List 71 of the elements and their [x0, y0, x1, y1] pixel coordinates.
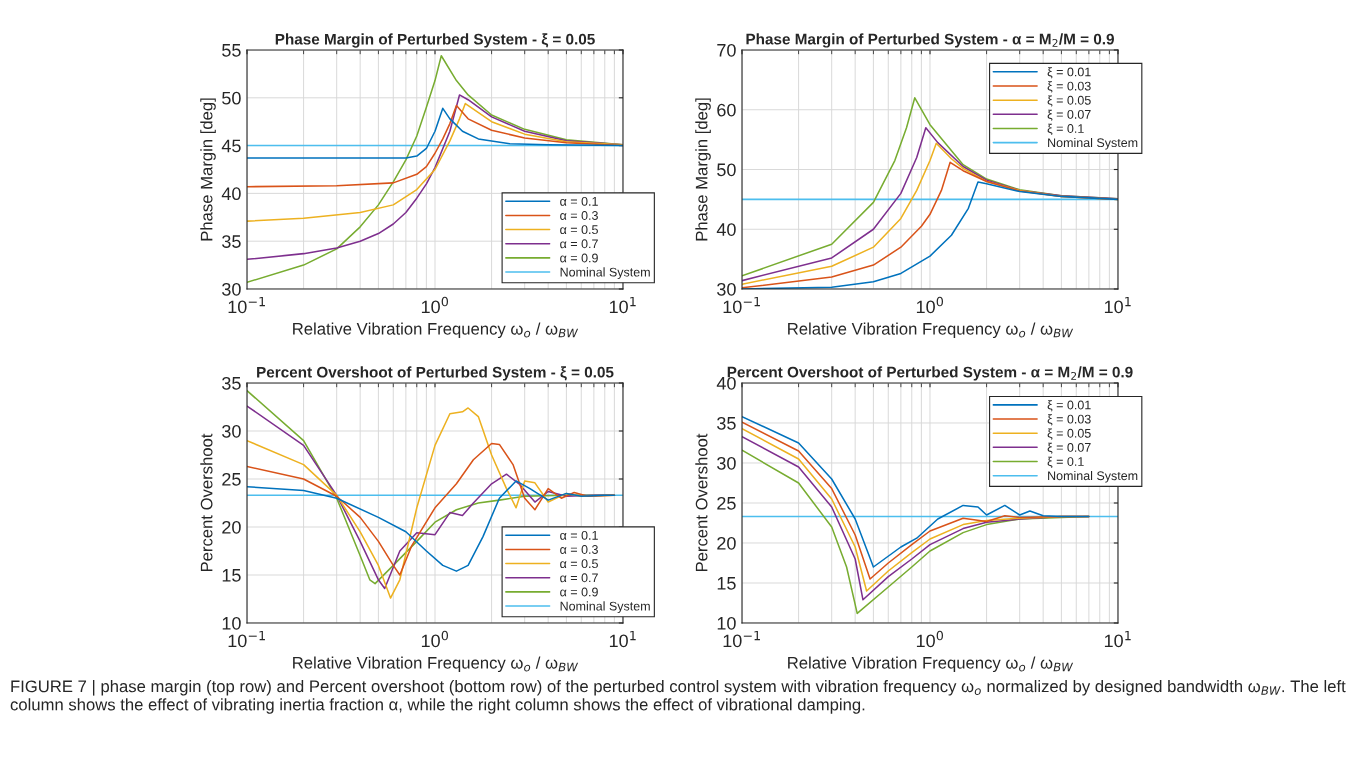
x-tick-label: 10$^{−1}$: [228, 296, 265, 314]
y-tick-label: 40: [716, 223, 736, 236]
legend-label: α = 0.1: [560, 196, 598, 206]
legend-label: α = 0.3: [560, 545, 598, 554]
y-tick-label: 45: [221, 139, 241, 153]
legend-label: ξ = 0.01: [1047, 400, 1091, 412]
legend-label: α = 0.5: [560, 559, 598, 569]
x-axis-title: Relative Vibration Frequency ω$_{o}$ / ω$_{BW}$: [788, 322, 1074, 339]
y-axis-title: Percent Overshoot: [695, 433, 708, 572]
x-tick-label: 10$^{−1}$: [723, 296, 760, 314]
legend-label: ξ = 0.01: [1047, 67, 1091, 79]
x-axis-title: Relative Vibration Frequency ω$_{o}$ / ω$_{BW}$: [293, 656, 579, 673]
legend-label: ξ = 0.1: [1047, 456, 1084, 469]
legend-label: Nominal System: [1048, 470, 1138, 483]
legend-label: ξ = 0.03: [1047, 414, 1091, 426]
legend-label: ξ = 0.1: [1047, 123, 1084, 135]
y-tick-label: 15: [717, 577, 736, 590]
y-tick-label: 15: [222, 569, 241, 582]
x-tick-label: 10$^{−1}$: [723, 630, 760, 648]
x-tick-label: 10$^{1}$: [1104, 630, 1131, 648]
y-tick-label: 30: [222, 424, 241, 438]
legend-label: α = 0.1: [560, 530, 598, 540]
legend-label: ξ = 0.05: [1047, 428, 1091, 440]
y-tick-label: 60: [717, 103, 736, 117]
y-tick-label: 70: [717, 43, 736, 57]
legend-label: α = 0.5: [560, 225, 598, 235]
chart-title: Percent Overshoot of Perturbed System - ξ = 0.05: [257, 366, 614, 381]
legend-label: α = 0.3: [560, 211, 598, 220]
x-axis-title: Relative Vibration Frequency ω$_{o}$ / ω$_{BW}$: [788, 656, 1074, 673]
y-tick-label: 10: [717, 616, 736, 630]
legend-label: ξ = 0.07: [1047, 442, 1091, 454]
x-tick-label: 10$^{−1}$: [228, 630, 265, 648]
legend-label: α = 0.7: [560, 573, 598, 583]
y-tick-label: 30: [717, 456, 736, 470]
y-tick-label: 50: [717, 163, 736, 177]
legend-label: Nominal System: [560, 601, 650, 613]
legend-label: α = 0.7: [560, 239, 598, 249]
y-tick-label: 10: [222, 616, 241, 630]
x-tick-label: 10$^{1}$: [1104, 296, 1131, 314]
y-axis-title: Phase Margin [deg]: [200, 98, 216, 241]
text: FIGURE 7 | phase margin (top row) and Percent overshoot (bottom row) of the perturbed control system with vibration frequency ω$_{o}$ normalized by designed bandwidth ω$_{BW}$. The left column shows the effect of vibrating inertia fraction α, while the right column shows the effect of vibrational damping.: [10, 680, 1346, 714]
x-tick-label: 10$^{1}$: [609, 296, 636, 314]
y-tick-label: 35: [222, 235, 241, 248]
y-tick-label: 50: [222, 91, 241, 105]
y-tick-label: 20: [717, 536, 736, 550]
legend-label: Nominal System: [560, 267, 650, 279]
legend-label: ξ = 0.07: [1047, 109, 1091, 121]
legend-label: ξ = 0.05: [1047, 95, 1091, 107]
y-tick-label: 35: [222, 376, 241, 390]
y-axis-title: Percent Overshoot: [200, 433, 213, 572]
x-tick-label: 10$^{0}$: [421, 296, 449, 314]
legend-label: α = 0.9: [560, 587, 598, 597]
legend-label: α = 0.9: [560, 253, 598, 263]
x-tick-label: 10$^{1}$: [609, 630, 636, 648]
y-tick-label: 30: [717, 282, 736, 296]
legend-label: Nominal System: [1048, 137, 1138, 150]
y-tick-label: 25: [222, 472, 241, 486]
y-tick-label: 35: [717, 416, 736, 430]
x-tick-label: 10$^{0}$: [916, 630, 944, 648]
x-tick-label: 10$^{0}$: [916, 296, 944, 314]
x-tick-label: 10$^{0}$: [421, 630, 449, 648]
chart-title: Phase Margin of Perturbed System - α = M$_{2}$/M = 0.9: [746, 33, 1114, 48]
x-axis-title: Relative Vibration Frequency ω$_{o}$ / ω$_{BW}$: [293, 322, 579, 339]
y-tick-label: 55: [222, 44, 241, 57]
y-tick-label: 20: [222, 520, 241, 534]
y-tick-label: 40: [221, 187, 241, 201]
y-axis-title: Phase Margin [deg]: [695, 98, 711, 241]
chart-title: Phase Margin of Perturbed System - ξ = 0.05: [275, 33, 595, 48]
y-tick-label: 25: [717, 496, 736, 510]
y-tick-label: 30: [222, 282, 241, 296]
legend-label: ξ = 0.03: [1047, 81, 1091, 93]
